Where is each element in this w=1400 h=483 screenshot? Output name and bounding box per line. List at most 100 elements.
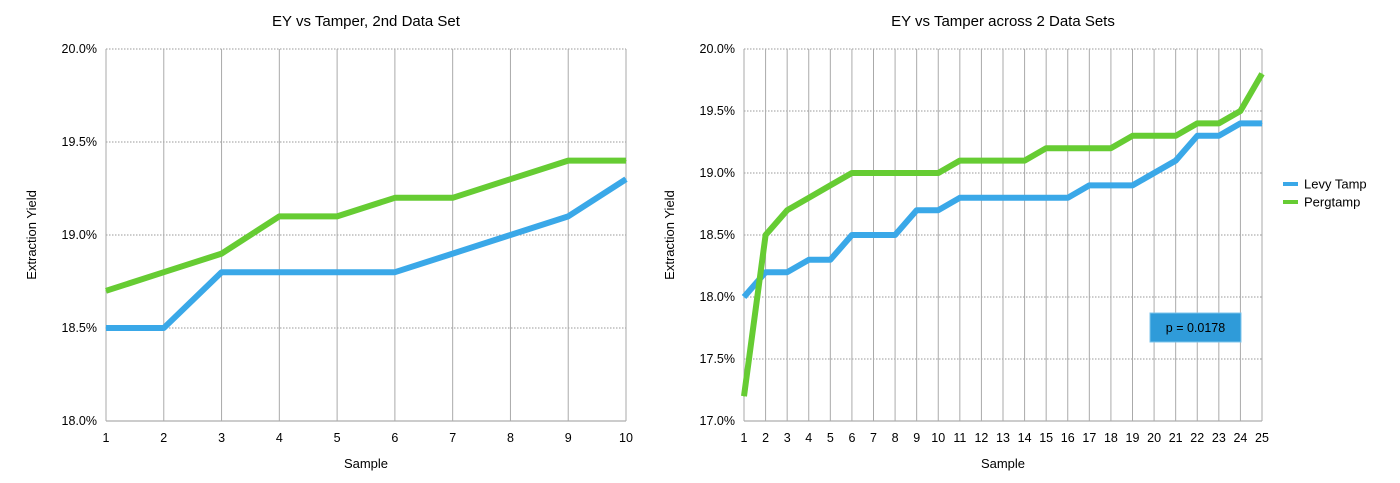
- data-point: [764, 234, 767, 236]
- data-point: [394, 197, 396, 199]
- legend-label: Levy Tamp: [1304, 177, 1367, 192]
- x-tick-label: 25: [1255, 431, 1269, 445]
- x-tick-label: 2: [160, 431, 167, 445]
- legend: Levy Tamp Pergtamp: [1283, 177, 1367, 210]
- x-tick-label: 2: [762, 431, 769, 445]
- data-point: [625, 178, 627, 180]
- data-point: [808, 197, 810, 199]
- y-tick-label: 20.0%: [700, 42, 735, 56]
- x-tick-label: 12: [974, 431, 988, 445]
- data-point: [764, 271, 767, 273]
- data-point: [1110, 184, 1112, 186]
- data-point: [786, 209, 788, 211]
- data-point: [1153, 135, 1155, 137]
- data-point: [743, 296, 745, 298]
- x-tick-label: 1: [741, 431, 748, 445]
- y-tick-label: 19.0%: [700, 166, 735, 180]
- x-tick-label: 21: [1169, 431, 1183, 445]
- x-tick-label: 20: [1147, 431, 1161, 445]
- data-point: [220, 253, 223, 255]
- data-point: [1261, 73, 1263, 75]
- y-axis-title: Extraction Yield: [24, 190, 39, 280]
- data-point: [829, 259, 831, 261]
- y-tick-label: 17.0%: [700, 414, 735, 428]
- data-point: [1045, 197, 1047, 199]
- x-tick-label: 10: [931, 431, 945, 445]
- data-point: [1110, 147, 1112, 149]
- y-tick-label: 18.0%: [700, 290, 735, 304]
- x-tick-label: 3: [784, 431, 791, 445]
- x-tick-label: 8: [892, 431, 899, 445]
- x-tick-label: 22: [1190, 431, 1204, 445]
- data-point: [1002, 197, 1004, 199]
- x-tick-label: 6: [391, 431, 398, 445]
- series-line: [105, 157, 626, 294]
- x-tick-label: 15: [1039, 431, 1053, 445]
- data-point: [1131, 135, 1134, 137]
- data-point: [1131, 184, 1134, 186]
- data-point: [1239, 110, 1242, 112]
- data-point: [851, 172, 853, 174]
- data-point: [872, 172, 875, 174]
- data-point: [220, 271, 223, 273]
- data-point: [625, 160, 627, 162]
- data-point: [937, 172, 939, 174]
- x-tick-label: 1: [103, 431, 110, 445]
- data-point: [1175, 135, 1177, 137]
- x-tick-label: 23: [1212, 431, 1226, 445]
- y-axis-title: Extraction Yield: [662, 190, 677, 280]
- chart-title: EY vs Tamper, 2nd Data Set: [272, 13, 461, 30]
- x-tick-label: 9: [565, 431, 572, 445]
- y-tick-label: 18.0%: [62, 414, 97, 428]
- x-tick-label: 10: [619, 431, 633, 445]
- chart-ey-vs-tamper-2nd-data-set: EY vs Tamper, 2nd Data Set 18.0% 18.5% 19.0…: [24, 13, 633, 471]
- x-tick-label: 8: [507, 431, 514, 445]
- data-point: [743, 395, 745, 397]
- y-tick-label: 18.5%: [700, 228, 735, 242]
- series-pergtamp: [741, 72, 1265, 397]
- x-axis-title: Sample: [344, 456, 388, 471]
- y-tick-label: 19.0%: [62, 228, 97, 242]
- x-tick-label: 18: [1104, 431, 1118, 445]
- gridlines: [743, 48, 1263, 422]
- x-tick-label: 14: [1018, 431, 1032, 445]
- x-tick-labels: 1 2 3 4 5 6 7 8 9 10 11 12 13 14 15 16 17 18 19 20 21 22 23 24 2…: [741, 431, 1269, 445]
- x-tick-label: 9: [913, 431, 920, 445]
- data-point: [980, 160, 983, 162]
- y-tick-label: 19.5%: [700, 104, 735, 118]
- data-point: [1023, 160, 1026, 162]
- x-tick-label: 3: [218, 431, 225, 445]
- x-tick-label: 13: [996, 431, 1010, 445]
- data-point: [894, 172, 896, 174]
- data-point: [509, 234, 512, 236]
- data-point: [851, 234, 853, 236]
- y-tick-label: 17.5%: [700, 352, 735, 366]
- data-point: [916, 209, 918, 211]
- data-point: [1261, 122, 1263, 124]
- y-tick-label: 18.5%: [62, 321, 97, 335]
- x-tick-label: 7: [870, 431, 877, 445]
- data-point: [105, 290, 107, 292]
- data-point: [1153, 172, 1155, 174]
- series-pergtamp: [105, 157, 627, 294]
- data-point: [278, 271, 280, 273]
- data-point: [1023, 197, 1026, 199]
- data-point: [394, 271, 396, 273]
- data-point: [959, 197, 961, 199]
- chart-title: EY vs Tamper across 2 Data Sets: [891, 13, 1115, 30]
- chart-ey-vs-tamper-across-2-data-sets: EY vs Tamper across 2 Data Sets 17.0% 17.5…: [662, 13, 1367, 471]
- data-point: [336, 271, 338, 273]
- data-point: [937, 209, 939, 211]
- data-point: [105, 327, 107, 329]
- x-tick-label: 17: [1082, 431, 1096, 445]
- annotation: p = 0.0178: [1149, 312, 1242, 343]
- x-tick-label: 6: [848, 431, 855, 445]
- data-point: [959, 160, 961, 162]
- x-axis-title: Sample: [981, 456, 1025, 471]
- x-tick-label: 5: [827, 431, 834, 445]
- series-line: [106, 176, 628, 331]
- x-tick-label: 24: [1233, 431, 1247, 445]
- y-tick-label: 20.0%: [62, 42, 97, 56]
- y-tick-labels: 17.0% 17.5% 18.0% 18.5% 19.0% 19.5% 20.0%: [700, 42, 735, 428]
- data-point: [980, 197, 983, 199]
